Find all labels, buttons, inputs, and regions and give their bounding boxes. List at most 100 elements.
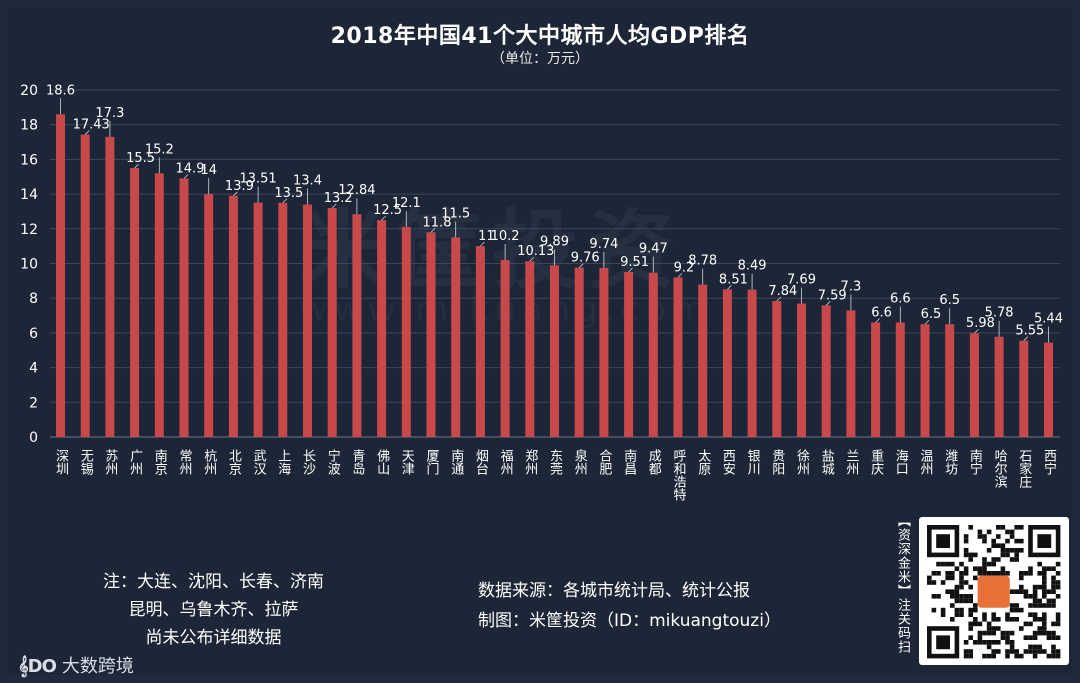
bar — [722, 289, 732, 437]
data-label-leader — [825, 301, 831, 306]
bar — [698, 284, 708, 437]
x-tick-label: 北京 — [226, 449, 242, 475]
qr-module — [1028, 644, 1033, 650]
data-label: 15.2 — [145, 142, 174, 157]
data-label-leader — [430, 227, 436, 233]
qr-finder — [936, 534, 950, 548]
qr-module — [973, 640, 978, 645]
qr-module — [959, 594, 964, 599]
qr-module — [1046, 566, 1052, 571]
qr-module — [1032, 603, 1038, 608]
data-label: 6.5 — [939, 293, 960, 308]
data-label-leader — [578, 263, 584, 268]
data-label: 8.49 — [738, 259, 767, 274]
qr-module — [996, 626, 1001, 631]
qr-module — [1019, 607, 1024, 613]
y-tick-label: 0 — [29, 430, 38, 446]
qr-module — [1037, 649, 1042, 654]
qr-module — [1051, 584, 1056, 590]
data-label-leader — [628, 267, 633, 273]
data-label: 6.6 — [871, 305, 892, 320]
qr-module — [1046, 598, 1052, 604]
qr-module — [963, 649, 969, 654]
x-tick-label: 泉州 — [572, 448, 588, 475]
qr-module — [996, 534, 1001, 539]
x-tick-label: 海口 — [893, 449, 909, 475]
bar — [550, 265, 559, 437]
qr-module — [968, 653, 973, 659]
data-label-leader — [924, 319, 930, 325]
qr-module — [936, 594, 941, 599]
qr-module — [1009, 607, 1015, 613]
x-tick-label: 徐州 — [794, 449, 810, 475]
qr-module — [1051, 630, 1056, 636]
qr-module — [1028, 594, 1033, 599]
qr-module — [1051, 603, 1056, 608]
qr-module — [1014, 538, 1019, 544]
qr-module — [968, 607, 973, 613]
bar — [475, 246, 485, 437]
qr-module — [1019, 571, 1024, 576]
x-tick-label: 天津 — [399, 449, 415, 475]
qr-module — [1028, 571, 1033, 576]
data-label-leader — [233, 191, 238, 197]
bar — [846, 310, 856, 437]
qr-module — [945, 589, 950, 594]
data-label: 12.5 — [373, 203, 402, 218]
qr-caption: 【资深金米】注关码扫 — [895, 514, 910, 654]
qr-module — [1028, 649, 1033, 654]
qr-module — [1037, 571, 1042, 576]
qr-module — [1032, 649, 1038, 654]
qr-module — [1042, 589, 1047, 594]
qr-module — [968, 598, 973, 604]
qr-module — [1019, 525, 1024, 530]
data-label-leader — [727, 285, 732, 290]
qr-module — [1042, 626, 1047, 631]
qr-module — [996, 640, 1001, 645]
qr-module — [973, 603, 978, 608]
x-tick-label: 上海 — [275, 449, 291, 475]
qr-module — [982, 557, 987, 562]
qr-module — [1037, 630, 1042, 636]
qr-module — [1037, 603, 1042, 608]
bar — [130, 168, 140, 437]
qr-module — [991, 612, 996, 617]
x-tick-label: 广州 — [127, 449, 143, 475]
bar — [401, 227, 411, 437]
data-label: 11.5 — [441, 206, 470, 221]
qr-module — [950, 571, 955, 576]
x-tick-label: 合肥 — [596, 449, 612, 476]
x-tick-label: 呼和浩特 — [671, 449, 687, 501]
qr-module — [1023, 571, 1029, 576]
data-label: 6.6 — [890, 291, 911, 306]
data-label: 9.89 — [540, 234, 569, 249]
chart-credit: 制图：米筐投资（ID：mikuangtouzi） — [478, 611, 781, 631]
qr-module — [996, 649, 1001, 654]
qr-module — [940, 607, 946, 613]
y-tick-label: 10 — [20, 257, 38, 273]
data-label: 17.43 — [73, 118, 110, 133]
qr-module — [973, 575, 978, 581]
data-label-leader — [677, 273, 683, 278]
x-tick-label: 太原 — [695, 449, 711, 475]
x-tick-label: 苏州 — [102, 448, 118, 475]
qr-code-image — [927, 525, 1061, 659]
bar — [377, 220, 387, 437]
data-label-leader — [134, 163, 139, 169]
bar — [1019, 340, 1029, 437]
data-label: 17.3 — [95, 106, 124, 121]
qr-module — [963, 571, 969, 576]
qr-module — [1005, 529, 1010, 535]
qr-module — [1055, 612, 1061, 617]
bar — [303, 204, 312, 437]
x-tick-label: 重庆 — [868, 448, 884, 475]
bar — [1044, 342, 1053, 437]
bar — [451, 237, 461, 437]
qr-module — [996, 543, 1001, 548]
x-axis-ticks: 深圳 无锡 苏州 广州 南京 常州 杭州 北京 武汉 上海 长沙 宁波 青岛 佛山 天津 厦门 南通 烟台 福州 郑州… — [53, 448, 1057, 501]
data-label: 12.1 — [392, 196, 421, 211]
qr-module — [1037, 644, 1042, 650]
qr-code[interactable] — [919, 517, 1069, 665]
qr-module — [986, 571, 992, 576]
data-label-leader — [183, 174, 189, 179]
